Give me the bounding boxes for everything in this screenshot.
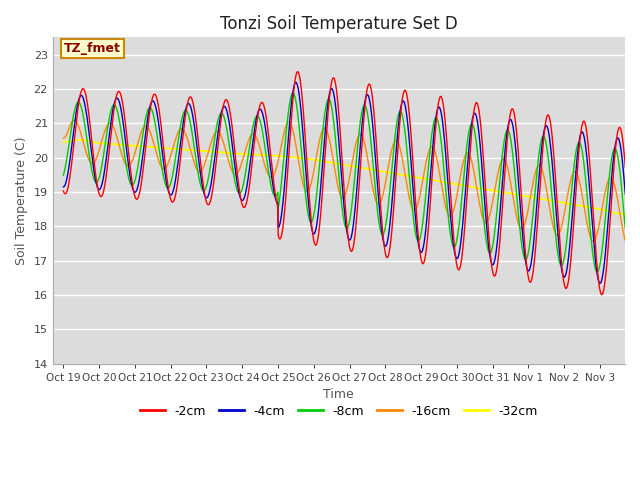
Y-axis label: Soil Temperature (C): Soil Temperature (C) [15, 136, 28, 265]
Legend: -2cm, -4cm, -8cm, -16cm, -32cm: -2cm, -4cm, -8cm, -16cm, -32cm [134, 400, 543, 423]
Text: TZ_fmet: TZ_fmet [64, 42, 121, 55]
X-axis label: Time: Time [323, 388, 354, 401]
Title: Tonzi Soil Temperature Set D: Tonzi Soil Temperature Set D [220, 15, 458, 33]
